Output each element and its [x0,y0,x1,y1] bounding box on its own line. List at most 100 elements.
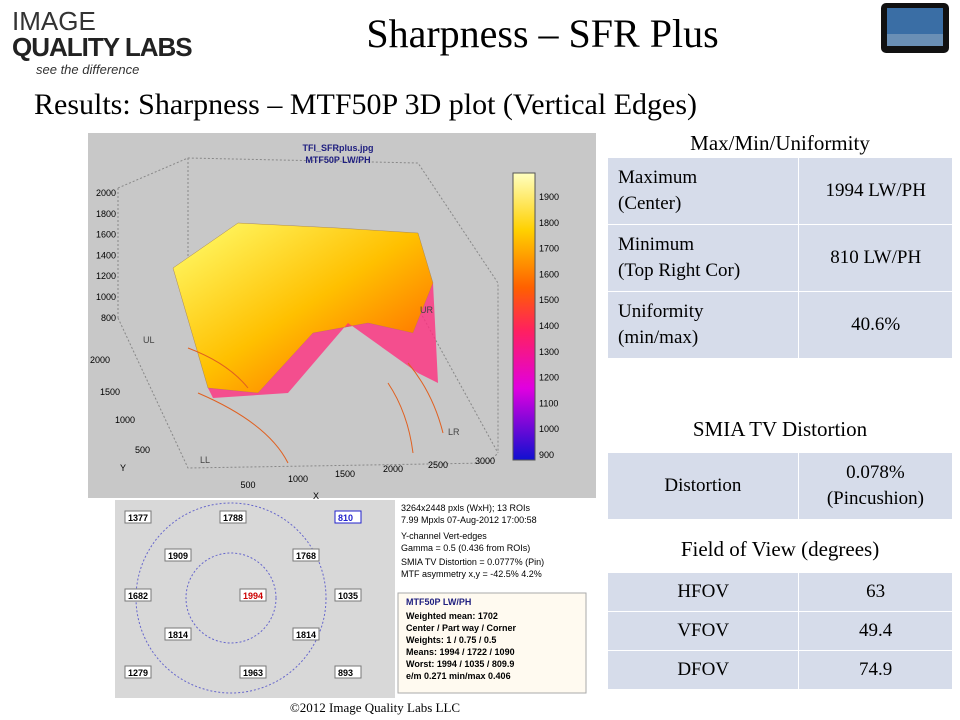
table-row: Minimum (Top Right Cor) 810 LW/PH [606,224,953,292]
table: Distortion 0.078% (Pincushion) [607,452,954,520]
roi-box [124,665,152,679]
colorbar-tick-label: 1200 [539,373,559,383]
roi-box [164,548,192,562]
contours [187,347,444,464]
logo-tagline: see the difference [36,62,140,77]
summary-line: Weights: 1 / 0.75 / 0.5 [406,635,496,645]
z-tick-label: 2000 [96,188,116,198]
footer: ©2012 Image Quality Labs LLC [289,700,461,715]
colorbar-tick-label: 1000 [539,424,559,434]
y-label: Y [120,463,126,473]
roi-box [164,627,192,641]
roi-box [124,510,152,524]
table-row: Distortion 0.078% (Pincushion) [607,452,954,520]
colorbar-tick-label: 1300 [539,347,559,357]
roi-box [239,588,267,602]
corner-label: UL [143,335,155,345]
roi-box [292,548,320,562]
logo-line2: QUALITY LABS [12,32,193,62]
roi-box [334,665,362,679]
table-cell: 63 [798,572,953,612]
colorbar-tick-label: 1700 [539,244,559,254]
roi-value: 1788 [223,513,243,523]
corner-label: UR [420,305,433,315]
summary-line: Worst: 1994 / 1035 / 809.9 [406,659,514,669]
x-tick-label: 2500 [428,460,448,470]
colorbar-tick-label: 1900 [539,192,559,202]
x-tick-label: 2000 [383,464,403,474]
table-cell: 0.078% (Pincushion) [797,452,954,520]
x-tick-label: 1500 [335,469,355,479]
roi-box [334,588,362,602]
summary-box [397,592,587,694]
info-line: 7.99 Mpxls 07-Aug-2012 17:00:58 [401,515,537,525]
table-cell: 1994 LW/PH [798,157,953,225]
colorbar-tick-label: 900 [539,450,554,460]
logo: IMAGE QUALITY LABS see the difference [10,6,200,78]
roi-value: 1035 [338,591,358,601]
colorbar-tick-label: 1800 [539,218,559,228]
table-cell: 74.9 [798,650,953,690]
y-tick-label: 500 [135,445,150,455]
roi-box [292,627,320,641]
table: Maximum (Center) 1994 LW/PH Minimum (Top R… [606,157,953,359]
roi-box [124,588,152,602]
table-row: DFOV 74.9 [606,650,953,690]
z-tick-label: 1800 [96,209,116,219]
roi-value: 893 [338,668,353,678]
y-tick-label: 1500 [100,387,120,397]
table-cell: Uniformity (min/max) [606,291,800,359]
table-cell: 810 LW/PH [798,224,953,292]
table-cell: 40.6% [798,291,953,359]
table-cell: Minimum (Top Right Cor) [606,224,800,292]
subtitle: Results: Sharpness – MTF50P 3D plot (Ver… [34,88,698,121]
table-row: HFOV 63 [606,572,953,612]
table-cell: Maximum (Center) [606,157,800,225]
roi-value: 1377 [128,513,148,523]
colorbar-tick-label: 1500 [539,295,559,305]
x-label: X [313,491,319,501]
table-title: SMIA TV Distortion [692,417,868,441]
colorbar [512,172,536,461]
table-cell: DFOV [606,650,800,690]
y-tick-label: 2000 [90,355,110,365]
table: HFOV 63 VFOV 49.4 DFOV 74.9 [606,572,953,690]
roi-box [219,510,247,524]
table-cell: Distortion [607,452,799,520]
roi-value: 1682 [128,591,148,601]
tablet-icon [881,3,949,53]
plot-title: TFI_SFRplus.jpg [303,143,374,153]
roi-value: 1814 [168,630,188,640]
table-title: Max/Min/Uniformity [690,131,870,155]
info-line: Y-channel Vert-edges [401,531,487,541]
summary-line: Center / Part way / Corner [406,623,517,633]
summary-line: e/m 0.271 min/max 0.406 [406,671,511,681]
table-cell: VFOV [606,611,800,651]
table-title: Field of View (degrees) [680,537,880,561]
plot-title: MTF50P LW/PH [305,155,370,165]
table-cell: HFOV [606,572,800,612]
z-tick-label: 1400 [96,250,116,260]
info-line: MTF asymmetry x,y = -42.5% 4.2% [401,569,542,579]
summary-line: Weighted mean: 1702 [406,611,498,621]
roi-value: 1994 [243,591,263,601]
corner-label: LL [200,455,210,465]
roi-value: 810 [338,513,353,523]
table-cell: 49.4 [798,611,953,651]
y-tick-label: 1000 [115,415,135,425]
z-tick-label: 1000 [96,292,116,302]
x-tick-label: 500 [240,480,255,490]
logo-line1: IMAGE [12,6,96,36]
info-line: Gamma = 0.5 (0.436 from ROIs) [401,543,530,553]
info-line: 3264x2448 pxls (WxH); 13 ROIs [401,503,531,513]
z-tick-label: 800 [101,313,116,323]
info-line: SMIA TV Distortion = 0.0777% (Pin) [401,557,544,567]
roi-box [239,665,267,679]
title: Sharpness – SFR Plus [366,11,719,56]
colorbar-tick-label: 1400 [539,321,559,331]
surface-side [208,283,438,398]
roi-value: 1279 [128,668,148,678]
table-row: Maximum (Center) 1994 LW/PH [606,157,953,225]
x-tick-label: 3000 [475,456,495,466]
